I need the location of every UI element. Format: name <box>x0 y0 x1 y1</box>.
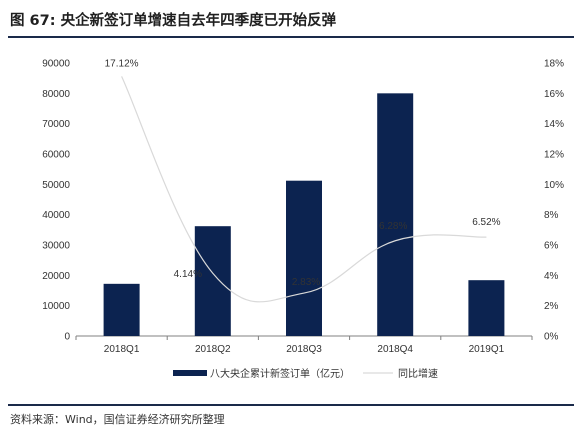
growth-line-series: 17.12% 4.14% 2.83% 6.28% 6.52% <box>105 58 501 303</box>
growth-data-label: 2.83% <box>292 277 320 288</box>
bar <box>468 280 505 336</box>
right-tick-label: 10% <box>544 180 564 191</box>
bar <box>103 283 140 336</box>
bar <box>377 93 414 336</box>
right-tick-label: 14% <box>544 119 564 130</box>
growth-data-label: 17.12% <box>105 58 139 69</box>
left-tick-label: 70000 <box>42 119 70 130</box>
growth-data-label: 4.14% <box>174 269 202 280</box>
right-tick-label: 8% <box>544 210 559 221</box>
legend-label-line: 同比增速 <box>398 367 438 380</box>
right-tick-label: 6% <box>544 241 559 252</box>
x-tick-label: 2018Q3 <box>286 344 322 355</box>
x-tick-label: 2018Q2 <box>195 344 231 355</box>
title-divider <box>8 36 574 38</box>
left-axis-ticks: 0 10000 20000 30000 40000 50000 60000 70000 8000… <box>42 59 70 343</box>
x-tick-label: 2019Q1 <box>469 344 505 355</box>
left-tick-label: 0 <box>64 332 70 343</box>
bar <box>286 180 322 336</box>
left-tick-label: 80000 <box>42 89 70 100</box>
left-tick-label: 10000 <box>42 301 70 312</box>
left-tick-label: 50000 <box>42 180 70 191</box>
page-title: 图 67: 央企新签订单增速自去年四季度已开始反弹 <box>10 13 337 29</box>
x-tick-label: 2018Q1 <box>104 344 140 355</box>
x-tick-label: 2018Q4 <box>377 344 413 355</box>
growth-data-label: 6.52% <box>472 217 500 228</box>
x-axis-ticks: 2018Q1 2018Q2 2018Q3 2018Q4 2019Q1 <box>75 336 533 355</box>
right-tick-label: 2% <box>544 301 559 312</box>
right-tick-label: 0% <box>544 332 559 343</box>
right-tick-label: 12% <box>544 150 564 161</box>
legend-label-bars: 八大央企累计新签订单（亿元） <box>210 367 350 380</box>
right-tick-label: 4% <box>544 271 559 282</box>
left-tick-label: 90000 <box>42 59 70 70</box>
footer-divider <box>8 404 574 406</box>
right-axis-ticks: 0% 2% 4% 6% 8% 10% 12% 14% 16% 18% <box>544 59 564 343</box>
left-tick-label: 30000 <box>42 241 70 252</box>
left-tick-label: 20000 <box>42 271 70 282</box>
legend-swatch-bars <box>173 370 207 376</box>
left-tick-label: 40000 <box>42 210 70 221</box>
legend: 八大央企累计新签订单（亿元） 同比增速 <box>173 367 438 380</box>
bar <box>194 226 231 336</box>
bars-series <box>103 93 505 336</box>
growth-line <box>121 76 487 303</box>
right-tick-label: 18% <box>544 59 564 70</box>
source-note: 资料来源：Wind，国信证券经济研究所整理 <box>10 413 225 426</box>
bar-line-chart: 0 10000 20000 30000 40000 50000 60000 70000 8000… <box>42 58 564 380</box>
growth-data-label: 6.28% <box>379 221 407 232</box>
left-tick-label: 60000 <box>42 150 70 161</box>
right-tick-label: 16% <box>544 89 564 100</box>
